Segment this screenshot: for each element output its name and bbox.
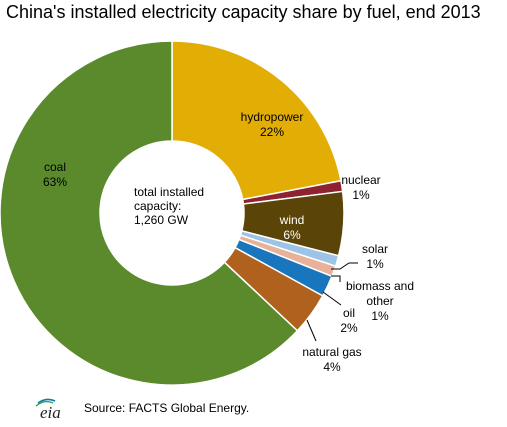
slice-label-biomass-and-other: biomass and other 1% [346, 279, 414, 323]
donut-chart: hydropower 22% nuclear 1% wind 6% solar 1% bioma… [0, 40, 414, 386]
slice-label-wind: wind 6% [279, 213, 305, 242]
center-label: total installed capacity: 1,260 GW [134, 185, 204, 227]
source-text: Source: FACTS Global Energy. [84, 401, 250, 415]
leader-line-natural-gas [306, 319, 317, 342]
slices-layer [0, 40, 345, 386]
slice-hydropower [171, 40, 342, 201]
chart-title: China's installed electricity capacity s… [6, 2, 481, 22]
slice-label-solar: solar 1% [362, 242, 388, 271]
slice-label-natural-gas: natural gas 4% [302, 345, 361, 374]
leader-line-biomass-and-other [331, 275, 341, 282]
leader-lines [306, 262, 358, 342]
leader-line-solar [331, 262, 358, 270]
slice-label-oil: oil 2% [340, 306, 358, 335]
logo-text: eia [40, 403, 61, 420]
slice-coal [0, 40, 299, 386]
source-row: eia Source: FACTS Global Energy. [34, 396, 249, 420]
eia-logo-icon: eia [35, 398, 61, 420]
slice-label-hydropower: hydropower 22% [241, 110, 304, 139]
slice-label-nuclear: nuclear 1% [341, 173, 380, 202]
total-capacity-label: total installed capacity: 1,260 GW [134, 185, 204, 227]
slice-labels: hydropower 22% nuclear 1% wind 6% solar 1% bioma… [43, 110, 414, 374]
leader-line-oil [322, 291, 342, 306]
slice-label-coal: coal 63% [43, 160, 67, 189]
